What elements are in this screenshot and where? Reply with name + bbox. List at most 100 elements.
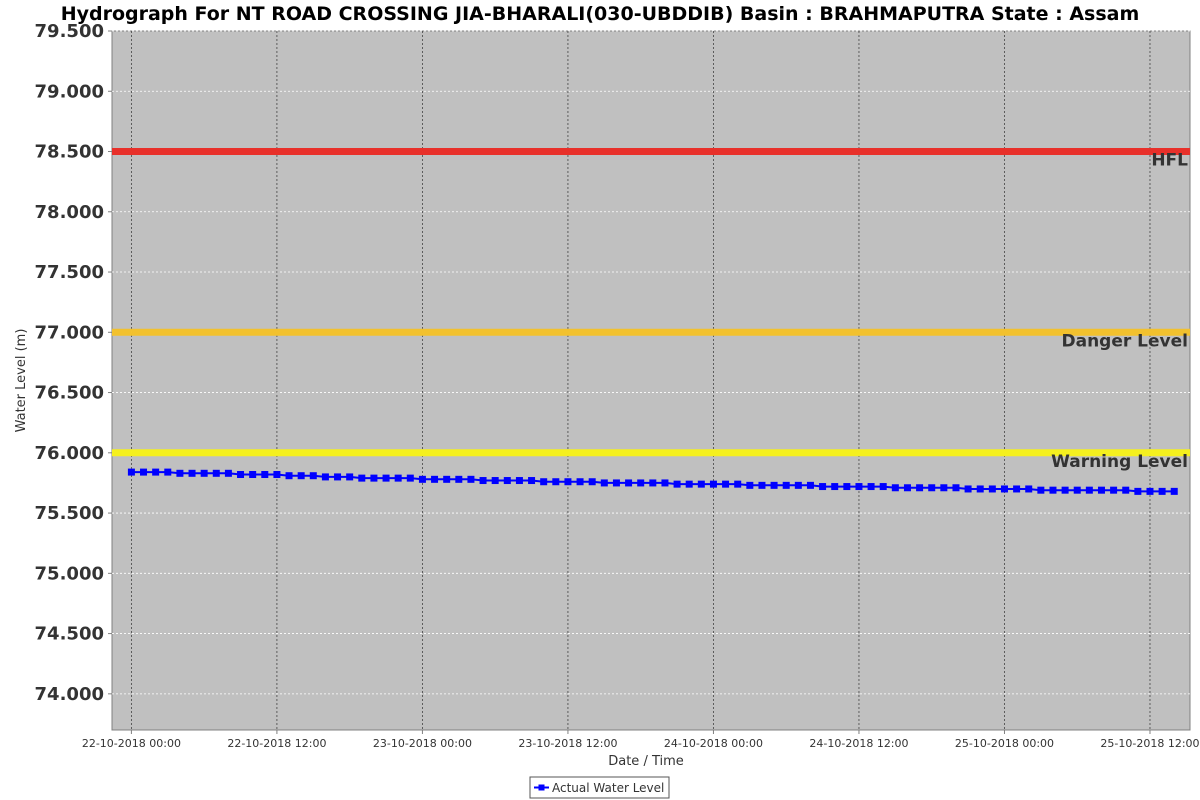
- x-axis-ticks: 22-10-2018 00:00 22-10-2018 12:00 23-10-20…: [82, 730, 1200, 750]
- data-point: [867, 483, 875, 491]
- data-point: [309, 472, 317, 480]
- y-tick-label: 78.000: [35, 202, 104, 223]
- y-tick-label: 76.500: [35, 383, 104, 404]
- data-point: [370, 474, 378, 482]
- chart-title: Hydrograph For NT ROAD CROSSING JIA-BHAR…: [61, 3, 1140, 25]
- data-point: [1025, 485, 1033, 493]
- y-tick-label: 76.000: [35, 443, 104, 464]
- data-point: [637, 479, 645, 487]
- data-point: [782, 481, 790, 489]
- data-point: [564, 478, 572, 486]
- data-point: [334, 473, 342, 481]
- data-point: [261, 471, 269, 479]
- data-point: [212, 469, 220, 477]
- y-tick-label: 79.500: [35, 21, 104, 42]
- plot-area: [111, 30, 1191, 731]
- legend-box: [529, 776, 670, 799]
- data-point: [612, 479, 620, 487]
- data-point: [406, 474, 414, 482]
- data-point: [540, 478, 548, 486]
- data-point: [431, 475, 439, 483]
- data-point: [249, 471, 257, 479]
- data-point: [455, 475, 463, 483]
- data-point: [709, 480, 717, 488]
- series-actual-water-level: [127, 468, 1178, 495]
- data-point: [831, 483, 839, 491]
- y-axis-label: Water Level (m): [14, 329, 29, 433]
- data-point: [903, 484, 911, 492]
- data-point: [576, 478, 584, 486]
- y-tick-label: 79.000: [35, 81, 104, 102]
- data-point: [685, 480, 693, 488]
- data-point: [673, 480, 681, 488]
- x-tick-label: 22-10-2018 00:00: [82, 737, 181, 750]
- data-point: [843, 483, 851, 491]
- legend-marker-swatch: [538, 784, 545, 791]
- x-tick-label: 23-10-2018 12:00: [518, 737, 617, 750]
- ref-label-warning-level: Warning Level: [1051, 452, 1188, 472]
- data-point: [152, 468, 160, 476]
- data-point: [697, 480, 705, 488]
- reference-lines: HFL Danger Level Warning Level: [112, 148, 1190, 472]
- data-point: [734, 480, 742, 488]
- x-tick-label: 22-10-2018 12:00: [227, 737, 326, 750]
- data-point: [188, 469, 196, 477]
- x-tick-label: 25-10-2018 12:00: [1100, 737, 1199, 750]
- data-point: [928, 484, 936, 492]
- data-point: [722, 480, 730, 488]
- data-point: [552, 478, 560, 486]
- y-tick-label: 77.000: [35, 322, 104, 343]
- data-point: [758, 481, 766, 489]
- data-point: [382, 474, 390, 482]
- data-point: [819, 483, 827, 491]
- data-point: [1146, 487, 1154, 495]
- data-point: [443, 475, 451, 483]
- legend-entry-actual-water-level: Actual Water Level: [552, 781, 664, 795]
- data-point: [200, 469, 208, 477]
- data-point: [297, 472, 305, 480]
- data-point: [770, 481, 778, 489]
- data-point: [600, 479, 608, 487]
- data-point: [237, 471, 245, 479]
- y-tick-label: 75.000: [35, 563, 104, 584]
- data-point: [140, 468, 148, 476]
- data-point: [515, 477, 523, 485]
- data-point: [988, 485, 996, 493]
- data-point: [1158, 487, 1166, 495]
- data-point: [1061, 486, 1069, 494]
- data-point: [1073, 486, 1081, 494]
- data-point: [164, 468, 172, 476]
- data-point: [891, 484, 899, 492]
- data-point: [224, 469, 232, 477]
- ref-label-danger-level: Danger Level: [1062, 331, 1189, 351]
- data-point: [1170, 487, 1178, 495]
- data-point: [346, 473, 354, 481]
- data-point: [588, 478, 596, 486]
- data-point: [176, 469, 184, 477]
- data-point: [1037, 486, 1045, 494]
- data-point: [661, 479, 669, 487]
- data-point: [952, 484, 960, 492]
- data-point: [794, 481, 802, 489]
- data-point: [127, 468, 135, 476]
- y-tick-label: 74.000: [35, 684, 104, 705]
- vertical-gridlines: [131, 31, 1151, 730]
- data-point: [806, 481, 814, 489]
- data-point: [467, 475, 475, 483]
- data-point: [746, 481, 754, 489]
- data-point: [976, 485, 984, 493]
- data-point: [879, 483, 887, 491]
- data-point: [418, 475, 426, 483]
- data-point: [855, 483, 863, 491]
- data-point: [964, 485, 972, 493]
- data-point: [285, 472, 293, 480]
- data-point: [491, 477, 499, 485]
- y-tick-label: 74.500: [35, 624, 104, 645]
- data-point: [358, 474, 366, 482]
- data-point: [916, 484, 924, 492]
- data-point: [1000, 485, 1008, 493]
- x-axis-label: Date / Time: [608, 754, 684, 769]
- legend: Actual Water Level: [529, 776, 670, 799]
- data-point: [1122, 486, 1130, 494]
